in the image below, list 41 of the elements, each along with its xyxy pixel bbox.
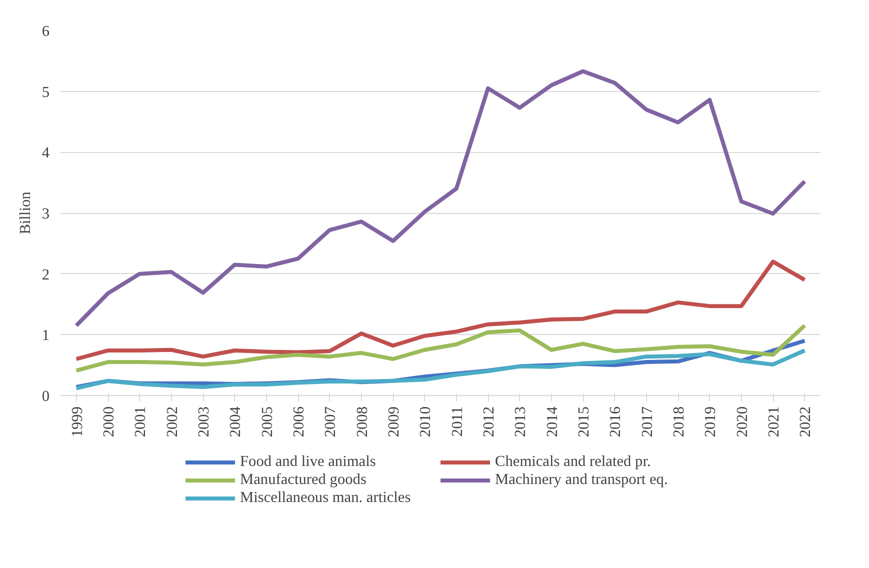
x-tick-label: 2010 <box>417 406 434 438</box>
x-tick-label: 2017 <box>638 406 656 438</box>
x-tick-label: 1999 <box>68 406 86 438</box>
x-tick-label: 2021 <box>766 406 782 438</box>
y-tick-label: 5 <box>42 84 50 101</box>
line-series <box>74 260 807 361</box>
x-tick-label: 2007 <box>322 406 340 438</box>
x-tick-label: 2011 <box>448 406 466 437</box>
x-tick-label: 2004 <box>227 406 244 438</box>
x-tick-label: 2001 <box>132 406 150 438</box>
y-tick-label: 6 <box>42 23 50 40</box>
x-tick-label: 2022 <box>797 406 814 438</box>
x-tick-label: 2018 <box>670 406 688 438</box>
line-series <box>74 69 807 328</box>
y-tick-label: 4 <box>42 144 50 162</box>
x-tick-label: 2006 <box>290 406 308 438</box>
x-tick-label: 2020 <box>734 406 751 438</box>
x-tick-label: 2013 <box>512 406 530 438</box>
legend-label: Manufactured goods <box>240 471 368 489</box>
x-tick-label: 2012 <box>480 406 498 438</box>
y-tick-label: 0 <box>42 388 50 405</box>
x-tick-label: 2014 <box>544 406 561 438</box>
line-series <box>74 348 807 390</box>
x-tick-label: 2005 <box>258 406 276 438</box>
y-tick-label: 2 <box>42 266 50 284</box>
x-tick-label: 2000 <box>100 406 118 438</box>
line-series <box>74 324 807 373</box>
x-tick-label: 2003 <box>196 406 212 438</box>
x-tick-label: 2016 <box>607 406 624 438</box>
y-axis-title: Billion <box>16 191 34 234</box>
legend-label: Miscellaneous man. articles <box>240 489 412 507</box>
legend-label: Machinery and transport eq. <box>495 471 669 489</box>
y-tick-label: 3 <box>42 206 50 222</box>
x-tick-label: 2019 <box>702 406 720 438</box>
x-tick-label: 2009 <box>386 406 402 438</box>
x-tick-label: 2015 <box>576 406 592 438</box>
legend-label: Chemicals and related pr. <box>495 453 652 471</box>
y-tick-label: 1 <box>42 327 50 344</box>
x-tick-label: 2002 <box>164 406 181 438</box>
legend-label: Food and live animals <box>240 453 377 471</box>
x-tick-label: 2008 <box>354 406 371 438</box>
